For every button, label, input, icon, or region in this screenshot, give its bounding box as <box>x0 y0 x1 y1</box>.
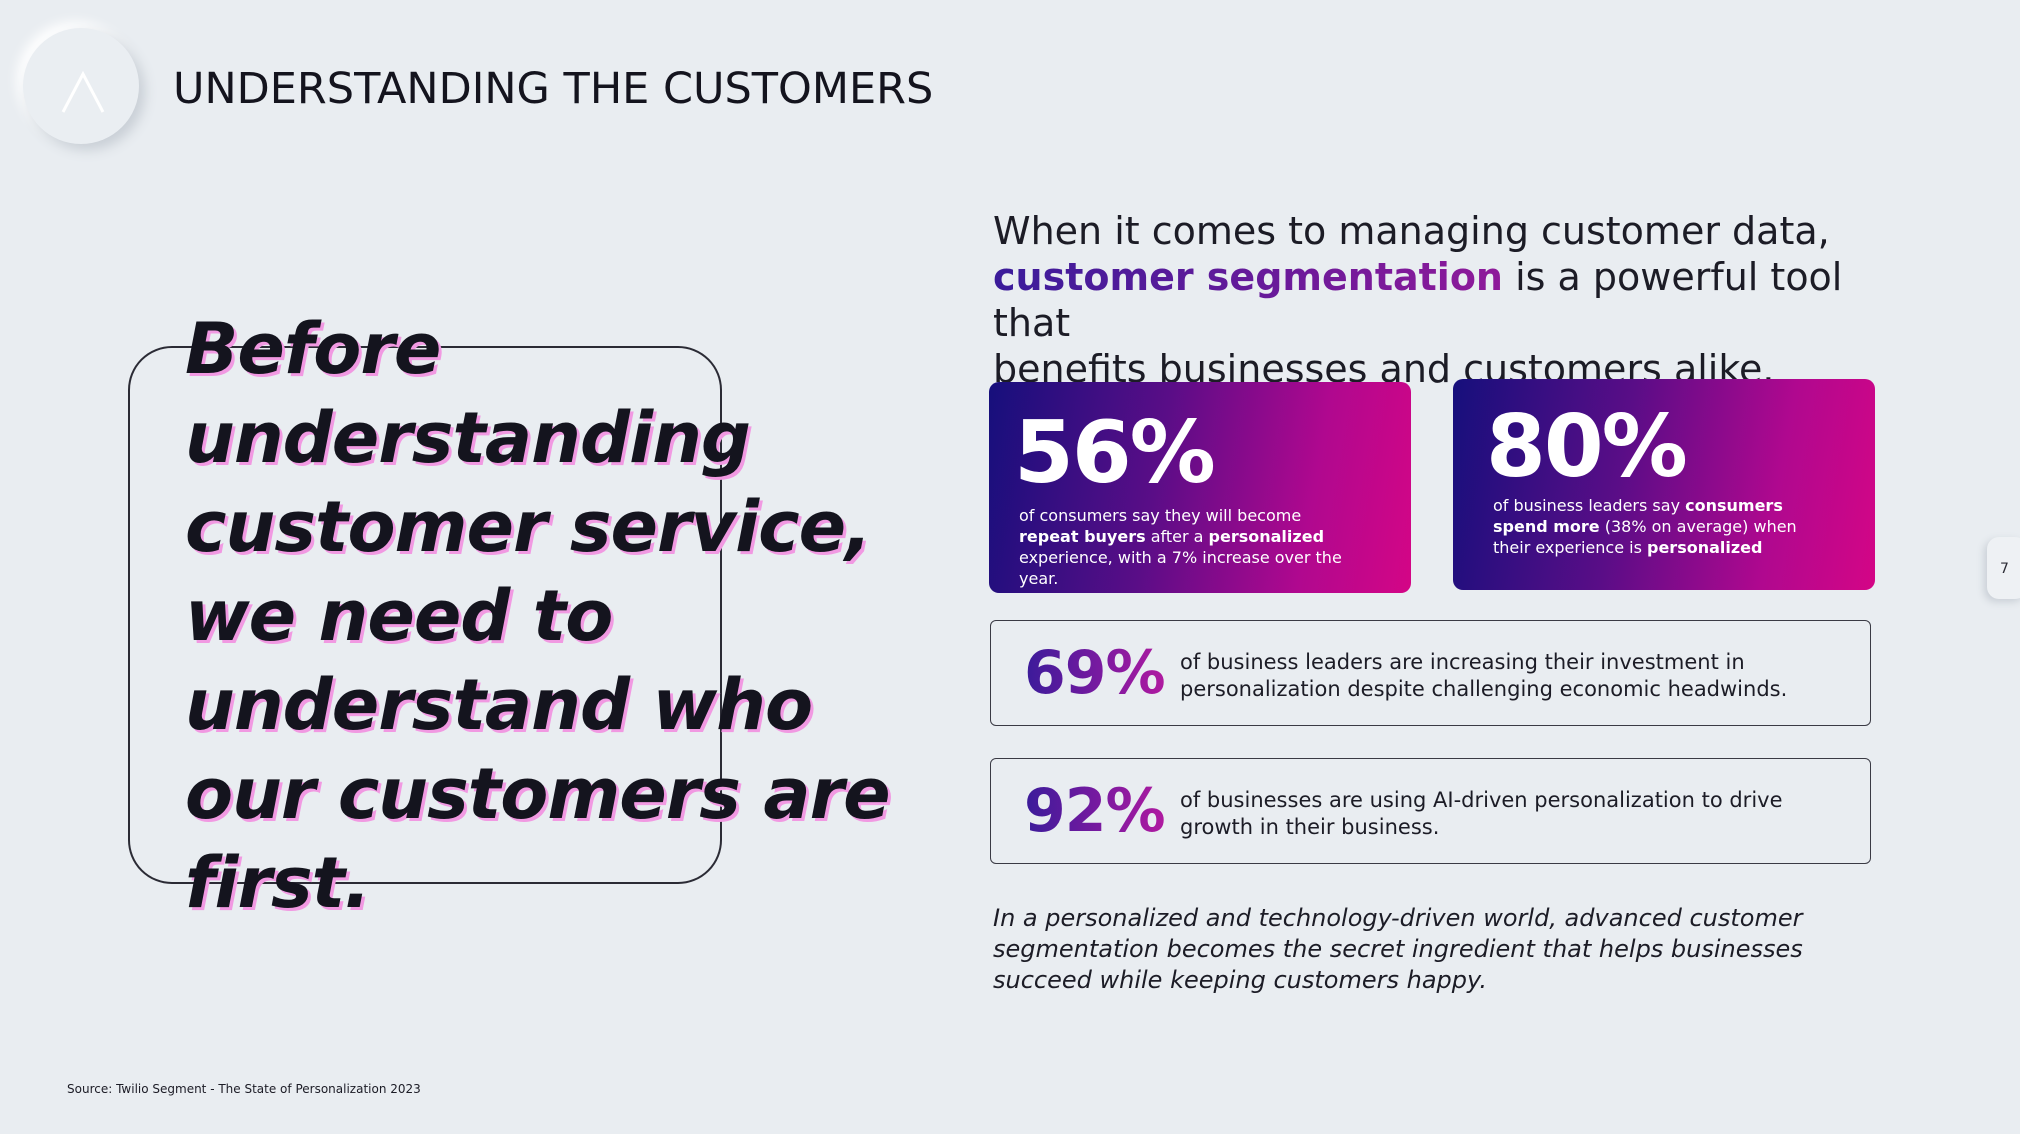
source-citation: Source: Twilio Segment - The State of Pe… <box>67 1082 421 1096</box>
stat-card-value: 56% <box>1014 403 1216 503</box>
intro-line-1: When it comes to managing customer data, <box>993 209 1830 253</box>
page-number-tab <box>1987 537 2020 599</box>
card-bold-text: personalized <box>1208 527 1325 546</box>
stat-row-value: 69% <box>1024 638 1166 708</box>
stat-row-ai-personalization: 92% of businesses are using AI-driven pe… <box>990 758 1871 864</box>
stat-card-value: 80% <box>1486 397 1688 497</box>
stat-card-consumers: 56% of consumers say they will become re… <box>989 382 1411 593</box>
intro-line-2: is a powerful tool that <box>993 255 1843 345</box>
card-bold-text: consumers spend more <box>1493 496 1783 536</box>
stat-row-investment: 69% of business leaders are increasing t… <box>990 620 1871 726</box>
intro-highlight: customer segmentation <box>993 255 1503 299</box>
page-number: 7 <box>2000 561 2009 577</box>
card-text: of business leaders say <box>1493 496 1686 515</box>
card-text: (38% on average) when their experience i… <box>1493 517 1797 557</box>
card-text: after a <box>1145 527 1209 546</box>
stat-card-business-leaders: 80% of business leaders say consumers sp… <box>1453 379 1875 590</box>
page-title: UNDERSTANDING THE CUSTOMERS <box>173 64 934 114</box>
quote-frame <box>128 346 722 884</box>
card-text: of consumers say they will become <box>1019 506 1302 525</box>
stat-row-value: 92% <box>1024 776 1166 846</box>
stat-card-description: of consumers say they will become repeat… <box>1019 505 1359 589</box>
pull-quote: Before understanding customer service, w… <box>185 308 891 924</box>
stat-card-description: of business leaders say consumers spend … <box>1493 495 1833 558</box>
intro-paragraph: When it comes to managing customer data,… <box>993 208 1913 392</box>
card-bold-text: repeat buyers <box>1019 527 1146 546</box>
stat-row-description: of businesses are using AI-driven person… <box>1180 788 1783 839</box>
card-bold-text: personalized <box>1647 538 1763 557</box>
card-text: experience, with a 7% increase over the … <box>1019 548 1342 588</box>
stat-row-description: of business leaders are increasing their… <box>1180 650 1788 701</box>
closing-statement: In a personalized and technology-driven … <box>993 904 1803 994</box>
logo-icon <box>23 28 139 144</box>
